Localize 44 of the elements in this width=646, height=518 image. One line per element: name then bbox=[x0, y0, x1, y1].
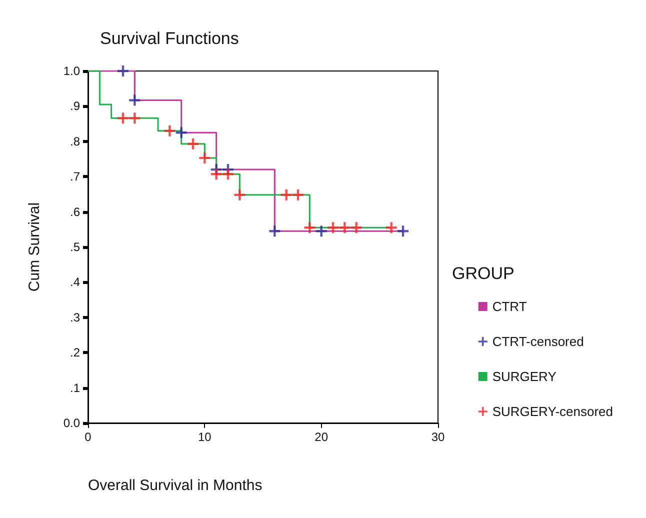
point bbox=[129, 112, 140, 124]
y-axis-title: Cum Survival bbox=[26, 202, 43, 292]
point bbox=[234, 189, 246, 200]
x-tick-label: 20 bbox=[314, 430, 328, 444]
legend-title: GROUP bbox=[452, 264, 514, 283]
point bbox=[210, 168, 222, 180]
y-tick-label: 0.0 bbox=[63, 416, 80, 430]
point bbox=[280, 189, 292, 200]
point bbox=[316, 226, 327, 237]
point bbox=[188, 138, 198, 150]
point bbox=[386, 222, 397, 234]
point bbox=[292, 189, 304, 200]
y-tick-label: .9 bbox=[70, 99, 80, 114]
point bbox=[164, 125, 176, 136]
point bbox=[118, 66, 128, 76]
x-tick-label: 0 bbox=[84, 430, 92, 444]
y-tick-label: .2 bbox=[70, 346, 80, 360]
y-tick-label: .4 bbox=[70, 275, 80, 290]
x-tick-label: 10 bbox=[198, 430, 212, 444]
legend-label: SURGERY-censored bbox=[492, 404, 614, 419]
y-tick-label: .6 bbox=[70, 204, 80, 219]
point bbox=[339, 222, 350, 234]
point bbox=[304, 222, 316, 234]
point bbox=[398, 226, 408, 237]
y-tick-label: .7 bbox=[70, 170, 80, 184]
point bbox=[269, 226, 280, 237]
y-tick-label: 1.0 bbox=[63, 64, 80, 78]
point bbox=[199, 152, 210, 164]
legend-label: SURGERY bbox=[492, 369, 557, 384]
y-tick-label: .1 bbox=[70, 380, 80, 395]
x-axis-title: Overall Survival in Months bbox=[88, 477, 262, 494]
point bbox=[118, 112, 128, 124]
legend-label: CTRT bbox=[492, 299, 527, 314]
point bbox=[129, 94, 140, 106]
point bbox=[350, 222, 362, 234]
point bbox=[328, 222, 338, 234]
y-tick-label: .3 bbox=[70, 310, 80, 324]
chart-title: Survival Functions bbox=[100, 29, 239, 48]
y-tick-label: .5 bbox=[70, 240, 80, 254]
y-tick-label: .8 bbox=[70, 134, 80, 148]
point bbox=[222, 168, 234, 180]
point bbox=[176, 127, 187, 138]
x-tick-label: 30 bbox=[431, 430, 445, 444]
legend-label: CTRT-censored bbox=[492, 334, 584, 349]
